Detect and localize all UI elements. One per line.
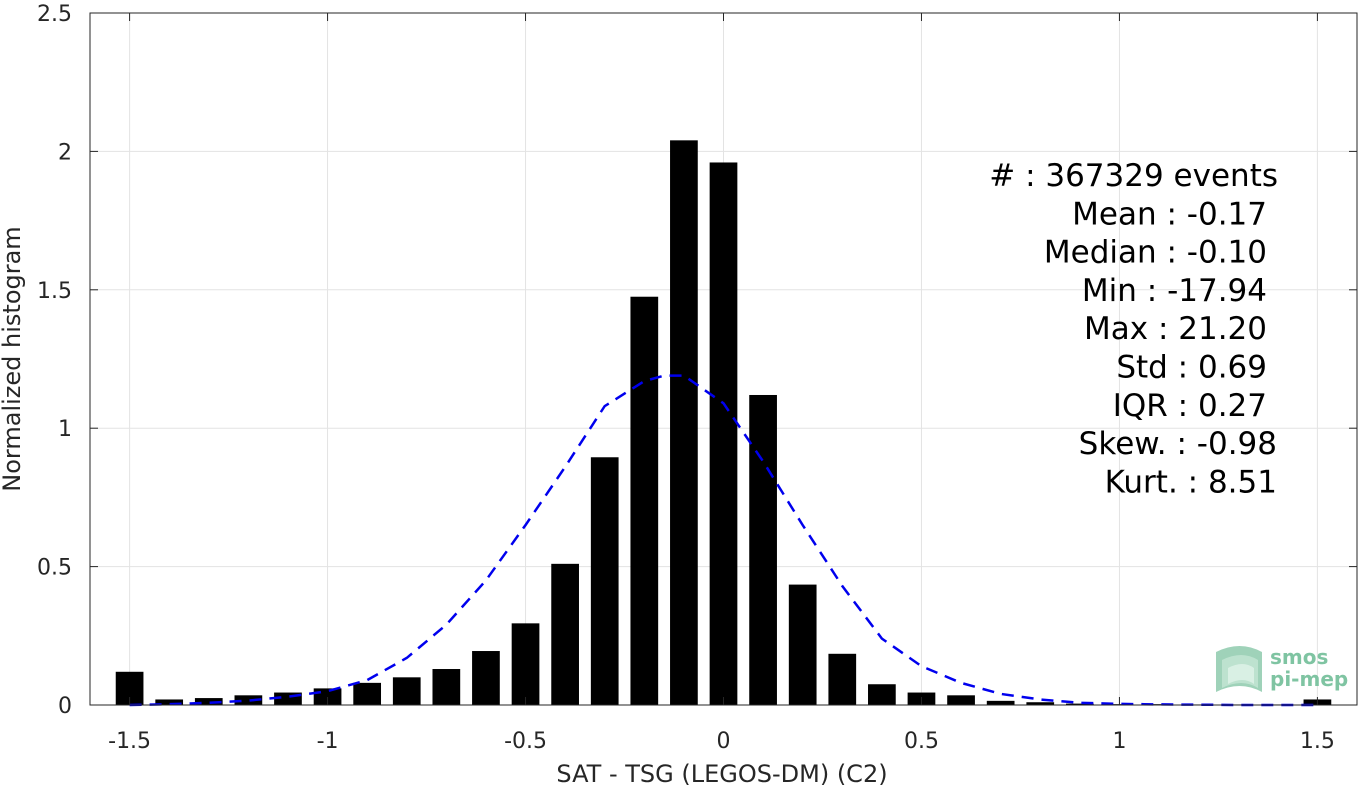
stats-line: Max : 21.20 — [1084, 311, 1267, 347]
histogram-bar — [155, 699, 184, 705]
x-tick-label: 0 — [717, 729, 731, 754]
y-tick-labels: 0 0.5 1 1.5 2 2.5 — [37, 2, 72, 719]
logo-line2: pi-mep — [1270, 667, 1348, 691]
axis-ticks — [90, 12, 1357, 706]
stats-line: # : 367329 events — [989, 158, 1278, 194]
histogram-bar — [828, 653, 857, 705]
histogram-bar — [986, 700, 1015, 705]
histogram-bars — [115, 140, 1332, 706]
logo-line1: smos — [1270, 645, 1328, 669]
y-tick-label: 1.5 — [37, 279, 72, 304]
y-tick-label: 2.5 — [37, 2, 72, 27]
y-axis-label: Normalized histogram — [0, 226, 26, 491]
stats-line: Min : -17.94 — [1082, 273, 1267, 309]
y-tick-label: 0.5 — [37, 556, 72, 581]
histogram-bar — [1065, 703, 1094, 705]
y-tick-label: 2 — [58, 140, 72, 165]
histogram-bar — [1026, 702, 1055, 705]
stats-line: Mean : -0.17 — [1072, 196, 1267, 232]
x-tick-label: -1.5 — [108, 729, 151, 754]
gaussian-fit-curve — [129, 374, 1318, 707]
smos-pi-mep-logo: smos pi-mep — [1216, 645, 1348, 692]
x-axis-label: SAT - TSG (LEGOS-DM) (C2) — [556, 760, 887, 785]
histogram-bar — [590, 457, 619, 705]
x-tick-label: -1 — [317, 729, 339, 754]
histogram-bar — [432, 669, 461, 705]
y-tick-label: 0 — [58, 694, 72, 719]
x-tick-label: 0.5 — [904, 729, 939, 754]
stats-line: Std : 0.69 — [1116, 350, 1267, 386]
histogram-bar — [551, 563, 579, 705]
stats-line: IQR : 0.27 — [1113, 388, 1267, 424]
histogram-bar — [670, 140, 698, 705]
histogram-bar — [194, 698, 223, 705]
histogram-bar — [709, 162, 738, 706]
histogram-bar — [392, 677, 421, 705]
histogram-bar — [947, 695, 975, 705]
y-tick-label: 1 — [58, 417, 72, 442]
logo-waves-icon — [1216, 646, 1262, 692]
histogram-bar — [749, 394, 777, 705]
x-tick-label: 1.5 — [1300, 729, 1335, 754]
stats-line: Skew. : -0.98 — [1079, 426, 1277, 462]
histogram-bar — [868, 684, 896, 705]
x-tick-label: -0.5 — [504, 729, 547, 754]
stats-line: Median : -0.10 — [1044, 235, 1267, 271]
histogram-bar — [630, 296, 659, 705]
histogram-bar — [234, 695, 263, 705]
x-tick-labels: -1.5 -1 -0.5 0 0.5 1 1.5 — [108, 729, 1335, 754]
stats-line: Kurt. : 8.51 — [1105, 464, 1277, 500]
histogram-bar — [511, 623, 540, 705]
histogram-bar — [788, 584, 817, 705]
histogram-bar — [353, 682, 382, 705]
histogram-bar — [472, 651, 500, 705]
x-tick-label: 1 — [1112, 729, 1126, 754]
